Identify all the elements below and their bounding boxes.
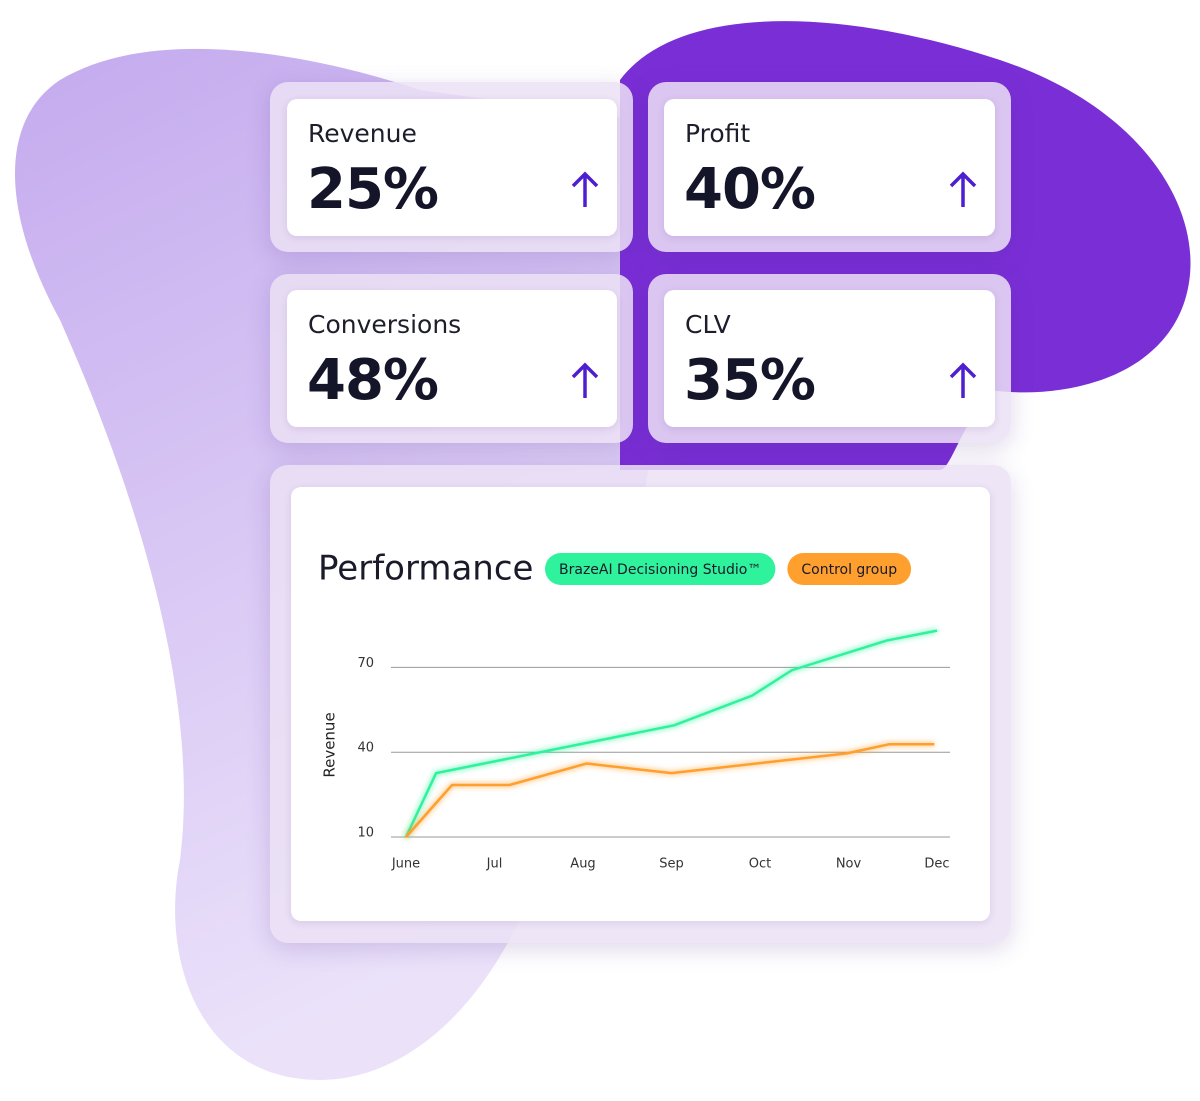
line bbox=[404, 629, 938, 838]
card-value: 40% bbox=[684, 157, 816, 222]
legend-label: BrazeAI Decisioning Studio™ bbox=[559, 562, 761, 578]
legend-label: Control group bbox=[801, 562, 897, 578]
x-tick-label: Dec bbox=[924, 857, 949, 872]
card: CLV 35% bbox=[648, 274, 1011, 443]
card-value: 35% bbox=[684, 348, 816, 413]
chart-title: Performance bbox=[318, 549, 533, 589]
card-label: CLV bbox=[685, 310, 731, 339]
card-body: Revenue 25% bbox=[287, 99, 617, 236]
up-arrow bbox=[571, 362, 599, 398]
up-arrow bbox=[571, 171, 599, 207]
x-tick-label: Aug bbox=[570, 857, 595, 872]
x-tick-label: June bbox=[391, 857, 420, 872]
up-arrow bbox=[949, 171, 977, 207]
card-value: 48% bbox=[307, 348, 439, 413]
y-axis-label: Revenue bbox=[321, 712, 339, 777]
card-value: 25% bbox=[307, 157, 439, 222]
card-label: Revenue bbox=[308, 119, 417, 148]
y-tick-label: 40 bbox=[357, 741, 374, 756]
up-arrow bbox=[949, 362, 977, 398]
line bbox=[405, 743, 935, 838]
card-label: Profit bbox=[685, 119, 751, 148]
card: Conversions 48% bbox=[270, 274, 633, 443]
x-tick-label: Oct bbox=[749, 857, 771, 872]
card: Revenue 25% bbox=[270, 82, 633, 252]
x-tick-label: Nov bbox=[836, 857, 862, 872]
legend-pill bbox=[545, 553, 776, 585]
card-body: Conversions 48% bbox=[287, 290, 617, 427]
x-tick-label: Sep bbox=[659, 857, 684, 872]
card-body: CLV 35% bbox=[664, 290, 995, 427]
y-tick-label: 10 bbox=[357, 826, 374, 841]
legend-pill bbox=[787, 553, 912, 585]
card-label: Conversions bbox=[308, 310, 462, 339]
x-tick-label: Jul bbox=[486, 857, 503, 872]
card-body: Profit 40% bbox=[664, 99, 995, 236]
y-tick-label: 70 bbox=[357, 656, 374, 671]
card: Profit 40% bbox=[648, 82, 1011, 252]
